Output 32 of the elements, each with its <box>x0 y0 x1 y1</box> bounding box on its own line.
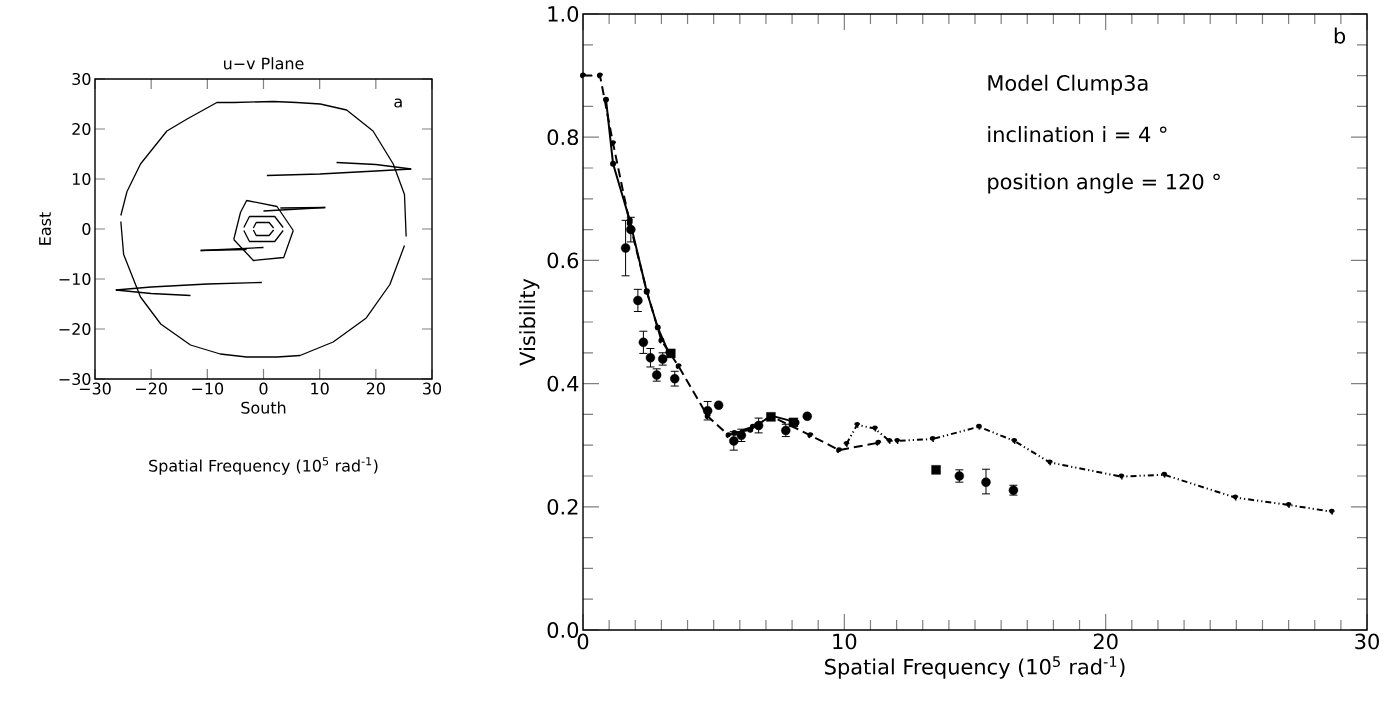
x-tick-label: −20 <box>136 382 167 395</box>
y-tick-label: −20 <box>59 322 91 336</box>
x-tick-label: 30 <box>423 382 442 395</box>
y-tick-label: 0.4 <box>547 375 579 392</box>
x-tick-label: −10 <box>192 382 224 395</box>
y-tick-label: 0.2 <box>547 498 578 515</box>
y-axis-title: Visibility <box>519 278 540 366</box>
text: Spatial Frequency (10$^{5}$ rad$^{-1}$) <box>149 457 378 475</box>
chart-title: u−v Plane <box>224 57 304 70</box>
y-tick-label: 10 <box>72 172 91 186</box>
x-tick-label: 0 <box>259 382 268 395</box>
x-tick-label: 20 <box>366 382 385 395</box>
annotation: Model Clump3a <box>988 74 1148 95</box>
x-tick-label: 30 <box>1355 633 1379 650</box>
x-axis-title: Spatial Frequency (10$^{5}$ rad$^{-1}$) <box>825 656 1125 679</box>
x-axis-title: South <box>241 401 286 414</box>
y-axis-title: East <box>39 212 51 245</box>
y-tick-label: 0.0 <box>547 622 579 638</box>
x-tick-label: 10 <box>833 633 857 650</box>
y-tick-label: 30 <box>72 72 91 86</box>
annotation: position angle = 120 ° <box>988 173 1220 194</box>
annotation: a <box>394 98 402 108</box>
y-tick-label: −10 <box>59 272 91 286</box>
x-tick-label: 10 <box>311 382 329 395</box>
y-tick-label: 0.6 <box>547 252 579 269</box>
x-tick-label: 20 <box>1093 633 1118 650</box>
annotation: inclination i = 4 ° <box>988 126 1167 143</box>
y-tick-label: 1.0 <box>548 6 579 22</box>
y-tick-label: 20 <box>72 122 91 136</box>
y-tick-label: 0 <box>82 222 91 236</box>
y-tick-label: 0.8 <box>547 129 579 146</box>
annotation: b <box>1334 27 1346 44</box>
